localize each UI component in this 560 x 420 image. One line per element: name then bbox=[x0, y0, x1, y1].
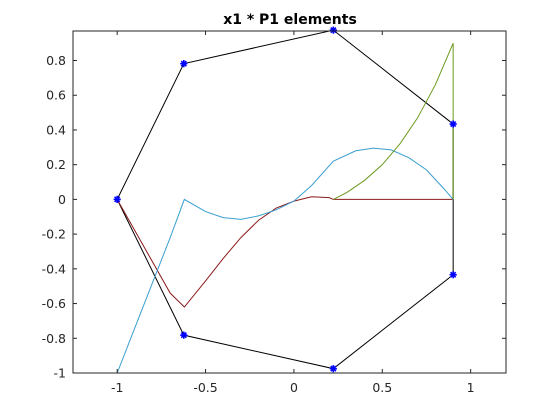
series-line-3 bbox=[333, 42, 454, 200]
y-tick-label: 0.4 bbox=[46, 122, 66, 137]
data-point-marker bbox=[180, 60, 188, 68]
data-point-marker bbox=[449, 271, 457, 279]
y-tick-label: -0.2 bbox=[42, 227, 66, 242]
data-point-marker bbox=[329, 365, 337, 373]
y-tick-label: -1 bbox=[54, 366, 66, 381]
y-tick-label: -0.4 bbox=[42, 261, 66, 276]
data-point-marker bbox=[113, 195, 121, 203]
series-line-1 bbox=[116, 196, 454, 308]
data-point-marker bbox=[329, 26, 337, 34]
y-tick-label: 0.6 bbox=[46, 88, 66, 103]
x-tick-label: 0 bbox=[290, 380, 298, 395]
x-tick-label: 1 bbox=[467, 380, 475, 395]
chart-title: x1 * P1 elements bbox=[223, 12, 357, 28]
data-point-marker bbox=[449, 120, 457, 128]
series-line-2 bbox=[116, 147, 454, 374]
data-point-marker bbox=[180, 331, 188, 339]
plot-frame bbox=[72, 30, 507, 374]
y-tick-label: -0.6 bbox=[42, 296, 66, 311]
x-tick-label: -0.5 bbox=[193, 380, 217, 395]
series-layer bbox=[113, 26, 457, 374]
y-tick-label: 0.2 bbox=[46, 157, 66, 172]
y-tick-label: 0.8 bbox=[46, 53, 66, 68]
y-tick-label: -0.8 bbox=[42, 331, 66, 346]
y-tick-label: 0 bbox=[58, 192, 66, 207]
tick-layer: -1 -0.5 0 0.5 1 -1 -0.8 -0.6 -0.4 -0.2 0 0.2 0.4 0.6 0… bbox=[42, 31, 506, 395]
x-tick-label: -1 bbox=[111, 380, 123, 395]
x-tick-label: 0.5 bbox=[372, 380, 392, 395]
